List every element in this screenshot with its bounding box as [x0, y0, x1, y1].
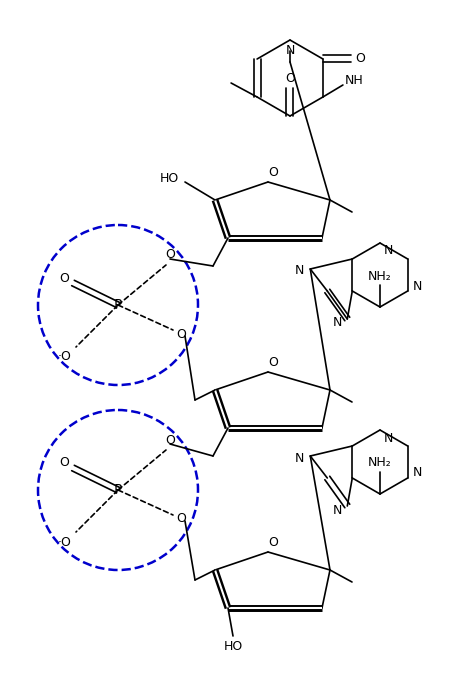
- Text: NH: NH: [345, 74, 363, 87]
- Text: O: O: [355, 53, 365, 66]
- Text: P: P: [114, 483, 122, 497]
- Text: HO: HO: [159, 171, 179, 184]
- Text: O: O: [176, 512, 186, 525]
- Text: O: O: [268, 357, 278, 370]
- Text: N: N: [333, 503, 342, 516]
- Text: N: N: [383, 432, 392, 445]
- Text: O: O: [165, 249, 175, 262]
- Text: O: O: [176, 328, 186, 341]
- Text: O: O: [268, 167, 278, 180]
- Text: O: O: [165, 434, 175, 447]
- Text: N: N: [285, 44, 295, 57]
- Text: O: O: [59, 272, 69, 285]
- Text: ·O: ·O: [58, 350, 72, 363]
- Text: NH₂: NH₂: [368, 270, 392, 283]
- Text: P: P: [114, 298, 122, 312]
- Text: N: N: [333, 316, 342, 329]
- Text: N: N: [383, 245, 392, 257]
- Text: HO: HO: [223, 639, 243, 652]
- Text: ·O: ·O: [58, 535, 72, 548]
- Text: N: N: [413, 279, 422, 292]
- Text: N: N: [295, 451, 304, 464]
- Text: O: O: [268, 537, 278, 550]
- Text: N: N: [295, 264, 304, 277]
- Text: NH₂: NH₂: [368, 456, 392, 469]
- Text: O: O: [59, 456, 69, 469]
- Text: O: O: [285, 72, 295, 85]
- Text: N: N: [413, 466, 422, 479]
